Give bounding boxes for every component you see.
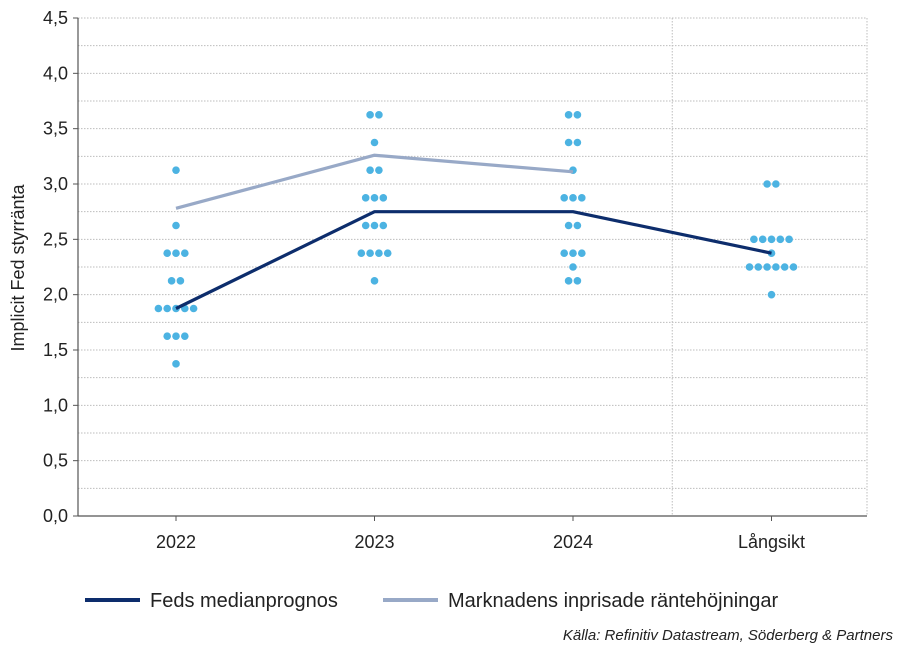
y-tick-label: 0,0 — [43, 506, 68, 526]
y-tick-labels: 0,0 0,5 1,0 1,5 2,0 2,5 3,0 3,5 4,0 4,5 — [43, 8, 68, 526]
fomc-dot — [564, 111, 573, 119]
fomc-dot — [172, 332, 180, 340]
source-note: Källa: Refinitiv Datastream, Söderberg &… — [563, 627, 894, 644]
series-line — [175, 153, 574, 210]
legend-label-market: Marknadens inprisade räntehöjningar — [448, 590, 779, 612]
fomc-dot — [560, 194, 568, 202]
fomc-dot — [772, 263, 780, 271]
fomc-dot — [569, 249, 577, 257]
fomc-dot — [758, 235, 767, 244]
legend-label-median: Feds medianprognos — [150, 590, 338, 612]
fomc-dot — [370, 138, 379, 147]
fomc-dot — [379, 221, 388, 230]
fomc-dot — [163, 332, 171, 340]
fomc-dot — [375, 249, 383, 257]
fomc-dot — [163, 249, 171, 257]
y-tick-label: 4,0 — [43, 63, 68, 83]
fomc-dot — [379, 194, 388, 202]
fomc-dot — [154, 304, 163, 313]
y-tick-label: 1,0 — [43, 395, 68, 415]
fomc-dot — [785, 235, 793, 244]
fomc-dot — [573, 138, 582, 147]
y-tick-label: 4,5 — [43, 8, 68, 28]
fomc-dot — [181, 332, 189, 340]
fomc-dot — [167, 277, 176, 285]
fomc-dot — [560, 249, 568, 257]
grid-lines — [78, 17, 868, 516]
fomc-dot — [172, 166, 180, 174]
fomc-dot — [564, 138, 573, 147]
fomc-dot — [763, 263, 771, 271]
fomc-dot — [370, 221, 379, 230]
fomc-dot — [189, 304, 198, 313]
fomc-dot — [569, 194, 577, 202]
fomc-dot — [172, 249, 180, 257]
series-line — [175, 210, 772, 310]
fomc-dot — [361, 221, 370, 230]
fomc-dot — [780, 263, 789, 271]
series-lines — [175, 153, 772, 310]
fomc-dot — [564, 277, 573, 285]
x-tick-label: Långsikt — [738, 532, 805, 552]
fomc-dot — [578, 249, 586, 257]
fomc-dot — [366, 166, 374, 174]
fomc-dot — [375, 111, 383, 119]
y-tick-label: 0,5 — [43, 451, 68, 471]
fomc-dot — [172, 221, 180, 230]
fomc-dot — [573, 221, 582, 230]
fomc-dot — [754, 263, 763, 271]
y-tick-label: 1,5 — [43, 340, 68, 360]
y-tick-label: 2,5 — [43, 229, 68, 249]
axes — [73, 17, 867, 521]
x-tick-label: 2022 — [156, 532, 196, 552]
fomc-dot — [357, 249, 366, 257]
fomc-dot — [776, 235, 785, 244]
fomc-dot — [383, 249, 392, 257]
fomc-dot — [745, 263, 754, 271]
x-tick-label: 2024 — [553, 532, 593, 552]
fomc-dot — [366, 111, 374, 119]
fomc-dot — [763, 180, 771, 188]
x-tick-labels: 2022 2023 2024 Långsikt — [156, 532, 805, 552]
fomc-dot — [375, 166, 383, 174]
y-tick-label: 2,0 — [43, 285, 68, 305]
fomc-dot — [767, 290, 776, 299]
fomc-dot — [569, 263, 577, 271]
fomc-dot — [361, 194, 370, 202]
fomc-dot — [370, 194, 379, 202]
fomc-dot — [767, 235, 776, 244]
fomc-dot — [750, 235, 758, 244]
legend: Feds medianprognos Marknadens inprisade … — [85, 590, 779, 612]
fomc-dot — [366, 249, 374, 257]
fomc-dot — [573, 277, 582, 285]
y-tick-label: 3,0 — [43, 174, 68, 194]
x-tick-label: 2023 — [354, 532, 394, 552]
fomc-dot — [176, 277, 185, 285]
fomc-dot — [772, 180, 780, 188]
fomc-dot — [163, 304, 171, 313]
fomc-dot — [564, 221, 573, 230]
fomc-dot — [172, 360, 180, 368]
fomc-dot — [370, 277, 379, 285]
fomc-dot — [573, 111, 582, 119]
fomc-dot — [578, 194, 586, 202]
y-tick-label: 3,5 — [43, 119, 68, 139]
fomc-dot — [789, 263, 798, 271]
y-axis-label: Implicit Fed styrränta — [8, 183, 28, 351]
dot-markers — [154, 111, 798, 368]
fomc-dot — [181, 249, 189, 257]
